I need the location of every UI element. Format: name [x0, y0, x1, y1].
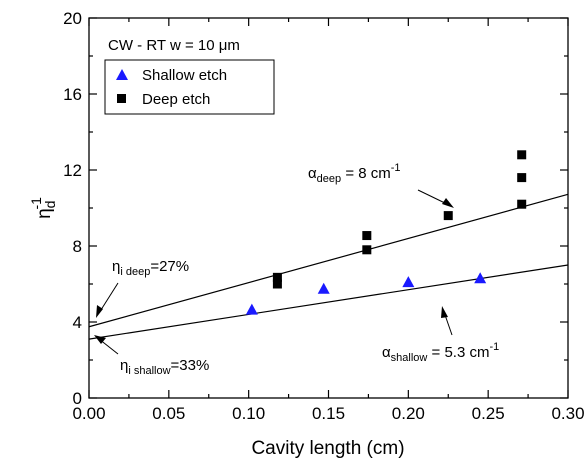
y-axis-title-subscript: d — [42, 201, 58, 209]
data-point-deep-etch — [443, 211, 453, 221]
legend-label-deep-etch: Deep etch — [142, 91, 210, 108]
annotation-eta-shallow-value: =33% — [171, 357, 210, 374]
annotation-eta-shallow-arrowhead — [94, 335, 106, 344]
annotation-alpha-deep-subscript: deep — [317, 173, 341, 185]
y-axis-title-main: η — [34, 208, 55, 219]
data-point-shallow-etch — [474, 272, 487, 284]
annotation-alpha-shallow-value: = 5.3 cm — [427, 344, 489, 361]
data-point-deep-etch — [517, 199, 527, 209]
annotation-eta-deep-arrowhead — [96, 305, 103, 318]
x-tick-label: 0.25 — [472, 404, 505, 423]
y-axis-title: ηd-1 — [28, 197, 58, 219]
axis-ticks — [88, 17, 569, 399]
annotation-alpha-shallow-symbol: α — [382, 344, 391, 361]
annotation-eta-deep-symbol: η — [112, 258, 120, 275]
legend-header: CW - RT w = 10 μm — [108, 37, 240, 54]
annotation-alpha-deep-symbol: α — [308, 165, 317, 182]
annotation-eta-deep-arrow — [98, 282, 119, 314]
annotation-eta-shallow-subscript: i shallow — [128, 365, 170, 377]
data-point-shallow-etch — [402, 276, 415, 288]
x-axis-title: Cavity length (cm) — [251, 438, 404, 459]
y-tick-label: 12 — [63, 161, 82, 180]
y-tick-label: 16 — [63, 85, 82, 104]
x-tick-label: 0.10 — [232, 404, 265, 423]
legend-box — [104, 59, 275, 115]
annotation-alpha-shallow-arrowhead — [441, 306, 448, 318]
y-tick-label: 4 — [73, 313, 82, 332]
y-axis-title-superscript: -1 — [28, 197, 44, 210]
annotation-alpha-deep-arrowhead — [442, 198, 454, 208]
annotation-eta-shallow-symbol: η — [120, 357, 128, 374]
annotation-eta-deep-subscript: i deep — [120, 266, 150, 278]
annotation-eta-shallow: ηi shallow=33% — [120, 357, 209, 377]
x-tick-label: 0.00 — [72, 404, 105, 423]
fit-line-deep — [88, 193, 569, 328]
data-point-deep-etch — [272, 279, 282, 289]
annotation-alpha-deep-superscript: -1 — [391, 162, 401, 174]
annotation-alpha-shallow: αshallow = 5.3 cm-1 — [382, 341, 499, 364]
x-tick-label: 0.05 — [152, 404, 185, 423]
legend-marker-shallow-etch — [116, 69, 128, 80]
annotation-eta-deep-value: =27% — [150, 258, 189, 275]
data-point-shallow-etch — [317, 282, 330, 294]
data-points — [245, 150, 527, 315]
annotation-alpha-deep: αdeep = 8 cm-1 — [308, 162, 401, 185]
data-point-deep-etch — [362, 231, 372, 241]
x-tick-label: 0.20 — [392, 404, 425, 423]
annotation-alpha-deep-value: = 8 cm — [341, 165, 391, 182]
y-tick-label: 8 — [73, 237, 82, 256]
data-point-shallow-etch — [245, 303, 258, 315]
data-point-deep-etch — [517, 173, 527, 183]
legend: CW - RT w = 10 μm Shallow etch Deep etch — [104, 37, 275, 115]
axis-tick-labels: 0.00 0.05 0.10 0.15 0.20 0.25 0.30 0 4 8 12 16 20 — [63, 9, 584, 423]
fit-line-shallow — [88, 264, 569, 340]
y-tick-label: 0 — [73, 389, 82, 408]
annotation-eta-deep: ηi deep=27% — [112, 258, 189, 278]
fit-lines — [88, 193, 569, 340]
y-tick-label: 20 — [63, 9, 82, 28]
annotation-alpha-shallow-superscript: -1 — [489, 341, 499, 353]
data-point-deep-etch — [272, 272, 282, 282]
annotation-alpha-shallow-subscript: shallow — [391, 352, 428, 364]
x-tick-label: 0.30 — [551, 404, 584, 423]
legend-marker-deep-etch — [117, 94, 126, 103]
legend-label-shallow-etch: Shallow etch — [142, 67, 227, 84]
data-point-deep-etch — [517, 150, 527, 160]
data-point-deep-etch — [362, 245, 372, 255]
x-tick-label: 0.15 — [312, 404, 345, 423]
